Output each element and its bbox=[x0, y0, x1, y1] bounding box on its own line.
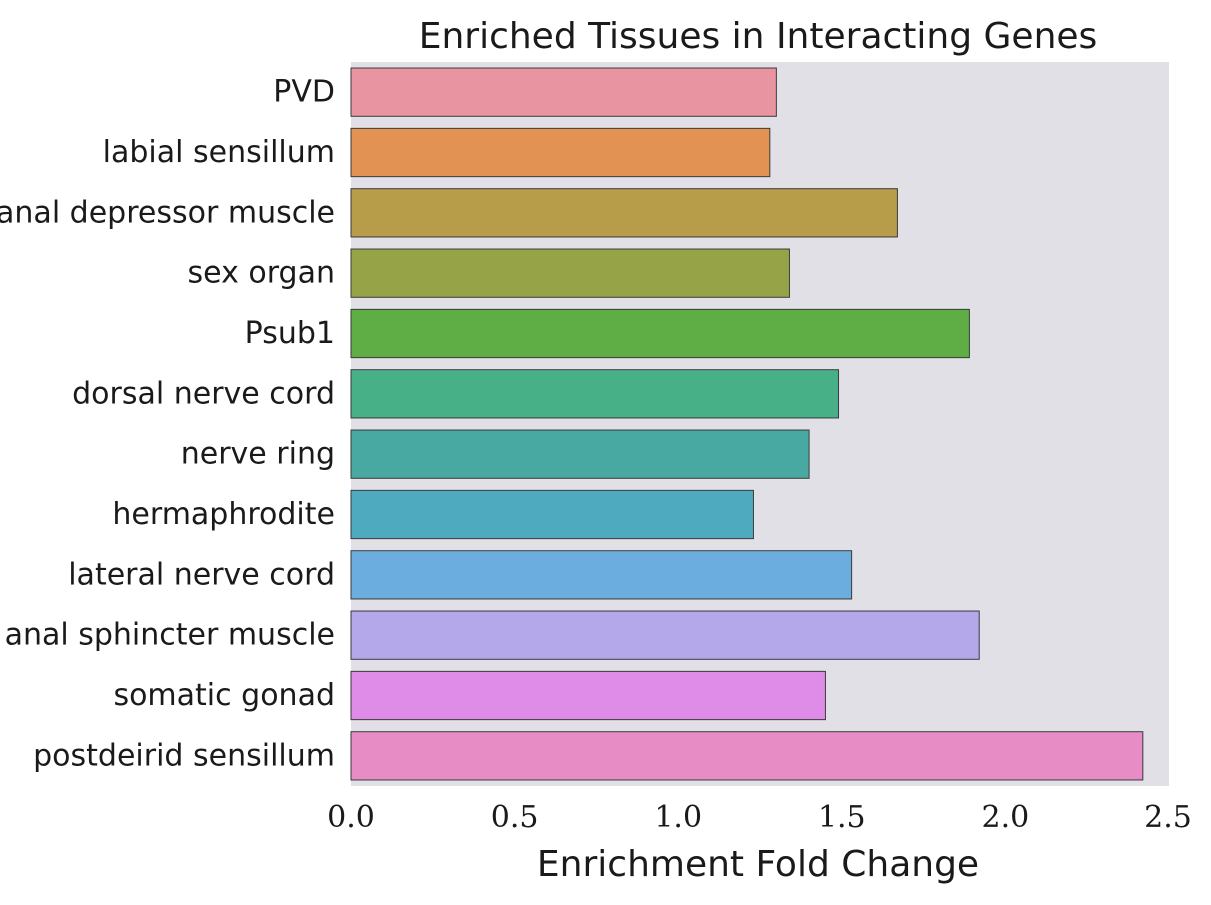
bar bbox=[350, 127, 771, 178]
bar bbox=[350, 489, 754, 540]
bar bbox=[350, 610, 980, 660]
x-tick-label: 0.5 bbox=[491, 800, 539, 835]
x-tick-labels: 0.0 0.5 1.0 1.5 2.0 2.5 bbox=[327, 800, 1192, 835]
bar bbox=[350, 550, 853, 600]
bar bbox=[350, 188, 898, 238]
bar bbox=[350, 731, 1144, 781]
x-axis-label: Enrichment Fold Change bbox=[537, 844, 979, 885]
category-label: PVD bbox=[273, 75, 335, 110]
bar bbox=[350, 67, 777, 117]
bar bbox=[350, 308, 970, 359]
x-tick-label: 1.0 bbox=[654, 800, 702, 835]
category-label: postdeirid sensillum bbox=[33, 738, 335, 773]
bars-group bbox=[350, 67, 1144, 781]
category-label: hermaphrodite bbox=[112, 497, 335, 532]
category-label: labial sensillum bbox=[103, 135, 335, 170]
category-label: somatic gonad bbox=[113, 678, 335, 713]
category-labels: PVD labial sensillum anal depressor muscle… bbox=[0, 75, 335, 774]
plot-background bbox=[351, 62, 1169, 786]
category-label: sex organ bbox=[188, 256, 335, 291]
bar bbox=[350, 670, 826, 721]
bar bbox=[350, 369, 840, 419]
bar bbox=[350, 248, 790, 298]
x-tick-label: 2.0 bbox=[982, 800, 1030, 835]
bar bbox=[350, 429, 810, 479]
category-label: lateral nerve cord bbox=[68, 557, 335, 592]
x-tick-label: 0.0 bbox=[327, 800, 375, 835]
category-label: anal depressor muscle bbox=[0, 195, 335, 230]
category-label: dorsal nerve cord bbox=[72, 376, 335, 411]
x-tick-label: 2.5 bbox=[1144, 800, 1192, 835]
category-label: Psub1 bbox=[245, 316, 335, 351]
category-label: nerve ring bbox=[181, 437, 335, 472]
x-tick-label: 1.5 bbox=[818, 800, 866, 835]
chart-title: Enriched Tissues in Interacting Genes bbox=[419, 16, 1098, 57]
category-label: anal sphincter muscle bbox=[5, 618, 335, 653]
